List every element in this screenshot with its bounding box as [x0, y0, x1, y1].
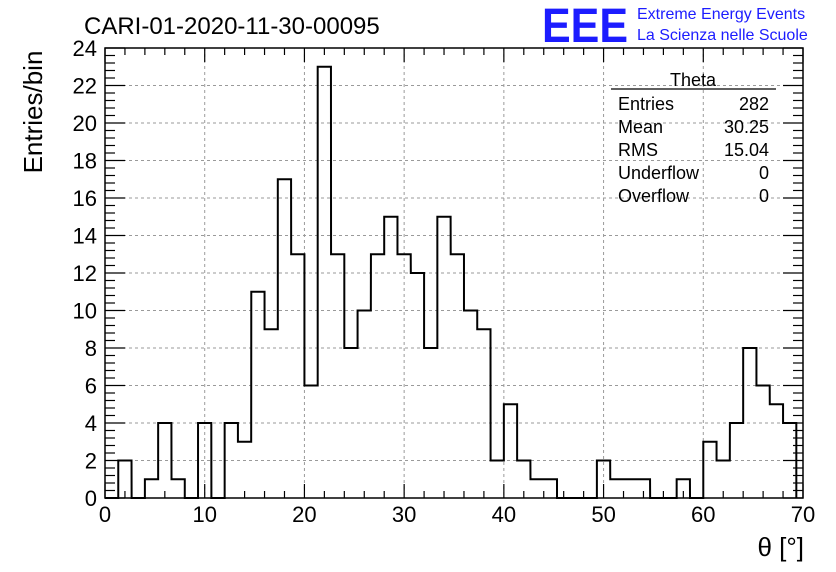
y-tick-label: 4 — [85, 411, 97, 436]
x-tick-label: 70 — [791, 502, 815, 527]
histogram-bin — [544, 479, 557, 498]
stats-row-label: Mean — [618, 117, 663, 137]
histogram-bin — [477, 329, 490, 498]
y-tick-label: 6 — [85, 374, 97, 399]
histogram-bin — [783, 423, 796, 498]
histogram-bin — [238, 442, 251, 498]
histogram-bin — [517, 461, 530, 499]
axis-ticks — [104, 47, 804, 499]
histogram-bin — [397, 254, 410, 498]
histogram-bin — [118, 461, 131, 499]
histogram-bin — [637, 479, 650, 498]
histogram-bin — [424, 348, 437, 498]
chart-title: CARI-01-2020-11-30-00095 — [84, 13, 380, 40]
x-tick-label: 40 — [492, 502, 516, 527]
x-tick-labels: 0 10 20 30 40 50 60 70 — [99, 502, 815, 527]
stats-box: Theta Entries 282 Mean 30.25 RMS 15.04 Underfl… — [611, 70, 776, 206]
histogram-bin — [145, 479, 158, 498]
histogram-bin — [770, 404, 783, 498]
stats-row-value: 30.25 — [724, 117, 769, 137]
stats-row-label: Underflow — [618, 163, 700, 183]
histogram-bin — [265, 329, 278, 498]
histogram-bin — [158, 423, 171, 498]
eee-logo-mark: EEE — [542, 0, 628, 53]
x-tick-label: 50 — [591, 502, 615, 527]
histogram-bin — [624, 479, 637, 498]
y-tick-label: 10 — [73, 299, 97, 324]
x-tick-label: 60 — [691, 502, 715, 527]
stats-box-title: Theta — [670, 70, 717, 90]
stats-row-label: RMS — [618, 140, 658, 160]
histogram-bin — [225, 423, 238, 498]
histogram-bin — [730, 423, 743, 498]
histogram-bin — [610, 479, 623, 498]
y-tick-label: 2 — [85, 449, 97, 474]
x-axis-title: θ [°] — [757, 532, 804, 562]
histogram-bin — [384, 217, 397, 498]
stats-row-value: 15.04 — [724, 140, 769, 160]
histogram-bin — [530, 479, 543, 498]
y-tick-label: 24 — [73, 36, 97, 61]
histogram-bin — [291, 254, 304, 498]
x-tick-label: 10 — [192, 502, 216, 527]
logo-line-1: Extreme Energy Events — [637, 6, 805, 23]
stats-row-value: 0 — [759, 163, 769, 183]
y-tick-label: 18 — [73, 149, 97, 174]
histogram-bins — [118, 67, 796, 498]
histogram-bin — [464, 311, 477, 499]
stats-row-label: Entries — [618, 94, 674, 114]
grid — [105, 48, 803, 498]
y-tick-label: 22 — [73, 74, 97, 99]
histogram-bin — [411, 273, 424, 498]
logo-line-2: La Scienza nelle Scuole — [637, 27, 808, 44]
stats-row-value: 282 — [739, 94, 769, 114]
histogram-bin — [597, 461, 610, 499]
histogram-bin — [172, 479, 185, 498]
histogram-bin — [504, 404, 517, 498]
histogram-bin — [318, 67, 331, 498]
histogram-bin — [703, 442, 716, 498]
histogram-bin — [437, 217, 450, 498]
histogram-bin — [371, 254, 384, 498]
y-tick-label: 8 — [85, 336, 97, 361]
histogram-bin — [743, 348, 756, 498]
histogram-bin — [278, 179, 291, 498]
x-tick-label: 20 — [292, 502, 316, 527]
histogram-bin — [756, 386, 769, 499]
histogram-bin — [451, 254, 464, 498]
plot-frame — [104, 47, 804, 499]
y-tick-label: 14 — [73, 224, 97, 249]
stats-row-label: Overflow — [618, 186, 690, 206]
histogram-bin — [331, 254, 344, 498]
histogram-bin — [677, 479, 690, 498]
y-tick-label: 12 — [73, 261, 97, 286]
stats-row-value: 0 — [759, 186, 769, 206]
x-tick-label: 0 — [99, 502, 111, 527]
histogram-bin — [198, 423, 211, 498]
y-tick-label: 0 — [85, 486, 97, 511]
stats-rows: Entries 282 Mean 30.25 RMS 15.04 Underflow 0 Ove… — [618, 94, 769, 206]
histogram-bin — [491, 461, 504, 499]
y-axis-title: Entries/bin — [18, 51, 48, 174]
y-tick-label: 20 — [73, 111, 97, 136]
histogram-bin — [304, 386, 317, 499]
histogram-bin — [344, 348, 357, 498]
histogram-bin — [251, 292, 264, 498]
histogram-bin — [717, 461, 730, 499]
y-tick-label: 16 — [73, 186, 97, 211]
x-tick-label: 30 — [392, 502, 416, 527]
histogram-bin — [358, 311, 371, 499]
